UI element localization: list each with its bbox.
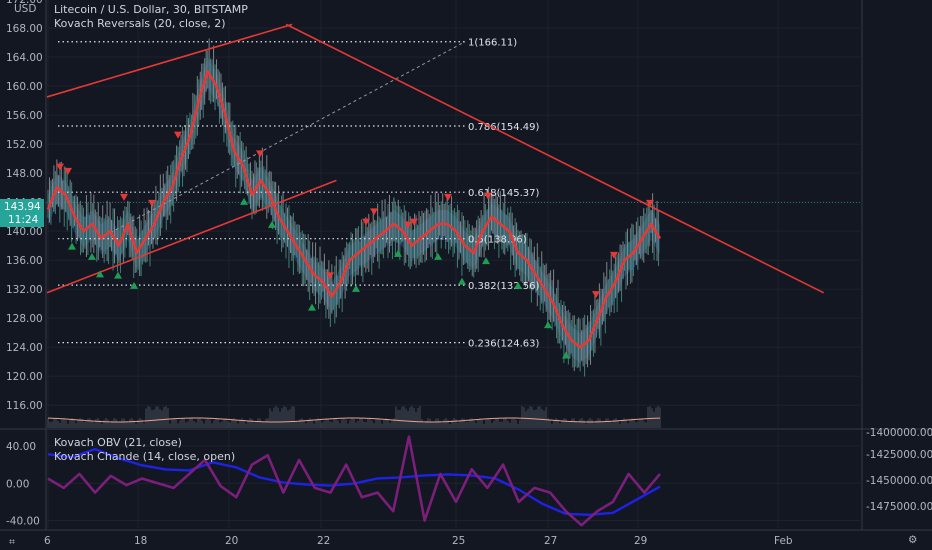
fib-label: 1(166.11) <box>468 38 517 49</box>
reversal-down-marker <box>56 163 64 171</box>
settings-icon[interactable]: ⚙ <box>908 534 917 546</box>
reversal-down-marker <box>256 150 264 158</box>
reversal-up-marker <box>88 252 96 260</box>
fibonacci-levels: 0.236(124.63) 0.382(132.56) 0.5(138.96) 0.6… <box>58 38 540 350</box>
indicator-obv-label: Kovach OBV (21, close) <box>54 436 182 449</box>
reversal-down-marker <box>646 199 654 207</box>
reversal-down-marker <box>370 208 378 216</box>
price-badge-value: 143.94 <box>4 201 41 213</box>
x-tick-label: Feb <box>774 535 793 547</box>
lower-y-tick-label: -40.00 <box>6 516 40 528</box>
fib-label: 0.786(154.49) <box>468 122 540 133</box>
x-tick-label: 6 <box>44 535 51 547</box>
reversal-up-marker <box>514 281 522 289</box>
reversal-up-marker <box>394 249 402 257</box>
timezone-icon[interactable]: ⌗ <box>9 536 15 548</box>
currency-label: USD <box>14 3 36 15</box>
fib-label: 0.5(138.96) <box>468 235 527 246</box>
y-tick-label: 140.00 <box>6 226 43 238</box>
reversal-up-marker <box>96 270 104 278</box>
price-ma-line <box>46 70 662 349</box>
right-tick-label: -1425000.00 <box>866 449 932 461</box>
trend-line <box>46 179 337 294</box>
y-tick-label: 148.00 <box>6 168 43 180</box>
y-tick-label: 160.00 <box>6 81 43 93</box>
indicator-reversals-label: Kovach Reversals (20, close, 2) <box>54 17 226 30</box>
reversal-down-marker <box>120 193 128 201</box>
x-tick-label: 18 <box>134 535 147 547</box>
chart-title: Litecoin / U.S. Dollar, 30, BITSTAMP <box>54 3 248 16</box>
reversal-down-marker <box>64 167 72 175</box>
reversal-up-marker <box>434 252 442 260</box>
y-tick-label: 164.00 <box>6 52 43 64</box>
y-tick-label: 168.00 <box>6 23 43 35</box>
reversal-up-marker <box>68 242 76 250</box>
reversal-markers <box>56 131 654 359</box>
lower-pane <box>47 435 661 527</box>
reversal-up-marker <box>482 257 490 265</box>
right-tick-label: -1400000.00 <box>866 427 932 439</box>
x-tick-label: 29 <box>634 535 647 547</box>
y-tick-label: 132.00 <box>6 284 43 296</box>
reversal-down-marker <box>410 218 418 226</box>
y-tick-label: 136.00 <box>6 255 43 267</box>
y-tick-label: 156.00 <box>6 110 43 122</box>
fib-label: 0.382(132.56) <box>468 281 540 292</box>
reversal-down-marker <box>484 192 492 200</box>
x-tick-label: 20 <box>225 535 238 547</box>
reversal-down-marker <box>444 193 452 201</box>
y-tick-label: 172.00 <box>6 0 43 6</box>
trend-line <box>285 23 825 294</box>
reversal-up-marker <box>130 281 138 289</box>
volume-bars <box>47 406 661 428</box>
reversal-down-marker <box>174 131 182 139</box>
reversal-up-marker <box>240 197 248 205</box>
reversal-down-marker <box>404 221 412 229</box>
y-tick-label: 120.00 <box>6 371 43 383</box>
y-tick-label: 124.00 <box>6 342 43 354</box>
reversal-up-marker <box>268 220 276 228</box>
reversal-up-marker <box>114 271 122 279</box>
chande-line <box>47 435 661 527</box>
reversal-down-marker <box>326 272 334 280</box>
trend-line <box>46 23 293 98</box>
reversal-down-marker <box>148 199 156 207</box>
fib-label: 0.236(124.63) <box>468 339 540 350</box>
right-tick-label: -1450000.00 <box>866 475 932 487</box>
volume-ma-line <box>47 417 661 423</box>
reversal-down-marker <box>610 251 618 259</box>
price-badge-countdown: 11:24 <box>8 214 39 226</box>
y-tick-label: 128.00 <box>6 313 43 325</box>
y-tick-label: 116.00 <box>6 400 43 412</box>
reversal-up-marker <box>458 277 466 285</box>
price-line <box>46 70 862 349</box>
lower-y-tick-label: 40.00 <box>6 441 36 453</box>
fib-label: 0.618(145.37) <box>468 188 540 199</box>
x-tick-label: 22 <box>317 535 330 547</box>
y-tick-label: 152.00 <box>6 139 43 151</box>
x-tick-label: 27 <box>544 535 557 547</box>
indicator-chande-label: Kovach Chande (14, close, open) <box>54 450 235 463</box>
reversal-down-marker <box>592 291 600 299</box>
trend-lines <box>46 23 825 294</box>
right-tick-label: -1475000.00 <box>866 501 932 513</box>
axes: 116.00 120.00 124.00 128.00 132.00 136.00 140.… <box>6 0 932 547</box>
lower-y-tick-label: 0.00 <box>6 478 29 490</box>
price-badge <box>0 199 44 227</box>
reversal-up-marker <box>308 303 316 311</box>
x-tick-label: 25 <box>452 535 465 547</box>
reversal-down-marker <box>362 218 370 226</box>
reversal-up-marker <box>544 321 552 329</box>
reversal-up-marker <box>352 284 360 292</box>
reversal-up-marker <box>562 351 570 359</box>
